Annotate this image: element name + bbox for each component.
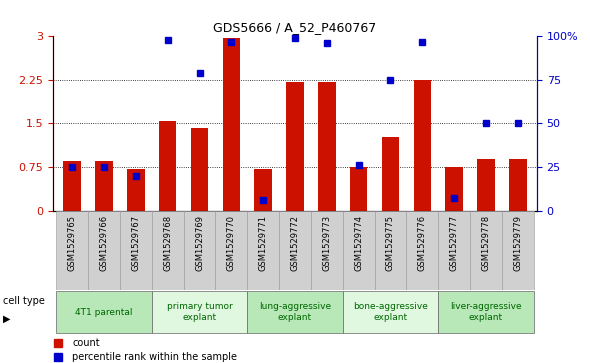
Bar bbox=[159, 121, 176, 211]
Bar bbox=[343, 291, 438, 333]
Text: percentile rank within the sample: percentile rank within the sample bbox=[73, 352, 237, 362]
Bar bbox=[56, 291, 152, 333]
Bar bbox=[445, 167, 463, 211]
Text: GSM1529765: GSM1529765 bbox=[68, 215, 77, 270]
Bar bbox=[438, 211, 470, 290]
Bar bbox=[509, 159, 526, 211]
Text: cell type: cell type bbox=[3, 296, 45, 306]
Bar bbox=[56, 211, 88, 290]
Bar bbox=[254, 169, 272, 211]
Text: GSM1529770: GSM1529770 bbox=[227, 215, 236, 270]
Text: GSM1529775: GSM1529775 bbox=[386, 215, 395, 270]
Bar bbox=[350, 167, 368, 211]
Bar bbox=[311, 211, 343, 290]
Text: GSM1529773: GSM1529773 bbox=[322, 215, 332, 271]
Text: GSM1529774: GSM1529774 bbox=[354, 215, 363, 270]
Text: GSM1529778: GSM1529778 bbox=[481, 215, 490, 271]
Title: GDS5666 / A_52_P460767: GDS5666 / A_52_P460767 bbox=[214, 21, 376, 34]
Bar bbox=[127, 169, 145, 211]
Text: GSM1529766: GSM1529766 bbox=[100, 215, 109, 271]
Text: GSM1529769: GSM1529769 bbox=[195, 215, 204, 270]
Bar bbox=[407, 211, 438, 290]
Text: GSM1529767: GSM1529767 bbox=[132, 215, 140, 271]
Text: bone-aggressive
explant: bone-aggressive explant bbox=[353, 302, 428, 322]
Bar bbox=[152, 291, 247, 333]
Bar bbox=[247, 211, 279, 290]
Bar bbox=[375, 211, 407, 290]
Bar bbox=[215, 211, 247, 290]
Bar bbox=[382, 137, 399, 211]
Bar bbox=[191, 128, 208, 211]
Bar bbox=[222, 38, 240, 211]
Text: lung-aggressive
explant: lung-aggressive explant bbox=[259, 302, 331, 322]
Bar bbox=[64, 161, 81, 211]
Text: GSM1529771: GSM1529771 bbox=[258, 215, 268, 270]
Text: GSM1529768: GSM1529768 bbox=[163, 215, 172, 271]
Text: GSM1529779: GSM1529779 bbox=[513, 215, 522, 270]
Text: GSM1529777: GSM1529777 bbox=[450, 215, 458, 271]
Text: count: count bbox=[73, 338, 100, 348]
Bar bbox=[95, 161, 113, 211]
Bar bbox=[247, 291, 343, 333]
Bar bbox=[120, 211, 152, 290]
Bar bbox=[88, 211, 120, 290]
Text: liver-aggressive
explant: liver-aggressive explant bbox=[450, 302, 522, 322]
Bar bbox=[286, 82, 304, 211]
Bar bbox=[438, 291, 534, 333]
Bar bbox=[318, 82, 336, 211]
Bar bbox=[152, 211, 183, 290]
Text: ▶: ▶ bbox=[3, 314, 11, 324]
Bar bbox=[477, 159, 495, 211]
Bar bbox=[414, 80, 431, 211]
Bar bbox=[343, 211, 375, 290]
Text: GSM1529772: GSM1529772 bbox=[290, 215, 300, 270]
Bar bbox=[183, 211, 215, 290]
Text: 4T1 parental: 4T1 parental bbox=[76, 308, 133, 317]
Bar bbox=[502, 211, 534, 290]
Text: GSM1529776: GSM1529776 bbox=[418, 215, 427, 271]
Bar bbox=[470, 211, 502, 290]
Bar bbox=[279, 211, 311, 290]
Text: primary tumor
explant: primary tumor explant bbox=[166, 302, 232, 322]
